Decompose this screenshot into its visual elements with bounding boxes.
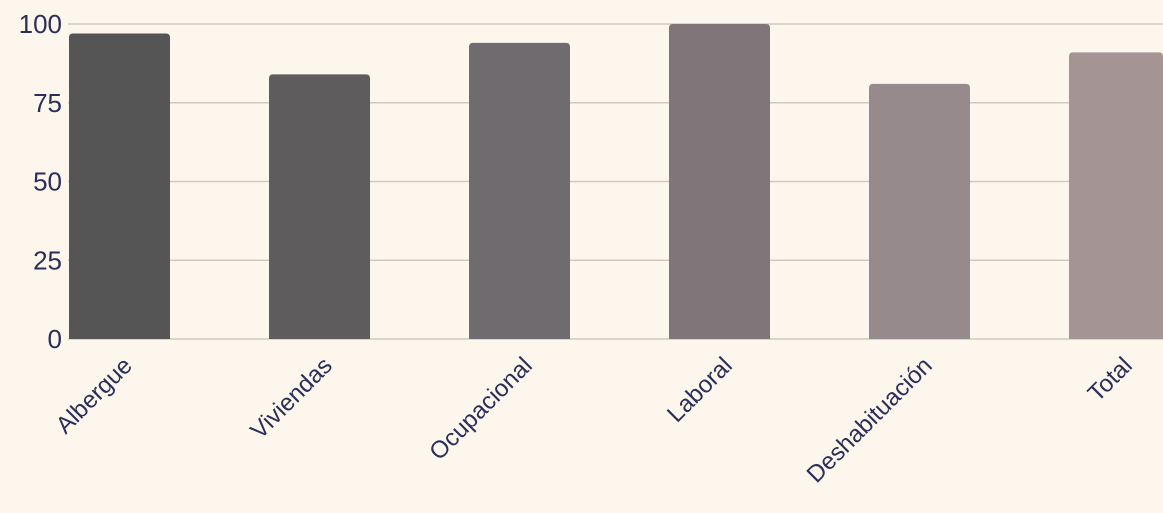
bar-laboral — [669, 24, 770, 339]
x-tick-label: Ocupacional — [424, 352, 537, 465]
x-tick-label: Laboral — [662, 352, 738, 428]
y-tick-label: 50 — [33, 167, 62, 197]
x-tick-label: Albergue — [51, 352, 138, 439]
bars — [69, 24, 1163, 340]
y-tick-label: 0 — [48, 324, 62, 354]
bar-viviendas — [269, 74, 370, 340]
x-tick-label: Viviendas — [245, 352, 337, 444]
x-axis-labels: Albergue Viviendas Ocupacional Laboral Desha… — [51, 352, 1138, 488]
y-tick-label: 25 — [33, 245, 62, 275]
y-tick-label: 100 — [19, 9, 62, 39]
bar-deshabituacion — [869, 83, 970, 339]
grid-lines — [68, 23, 1163, 340]
y-tick-label: 75 — [33, 88, 62, 118]
x-tick-label: Total — [1083, 352, 1138, 407]
bar-albergue — [69, 33, 170, 339]
bar-ocupacional — [469, 42, 570, 340]
y-axis-ticks: 0 25 50 75 100 — [19, 9, 62, 354]
x-tick-label: Deshabituación — [802, 352, 938, 488]
bar-total — [1069, 52, 1163, 339]
